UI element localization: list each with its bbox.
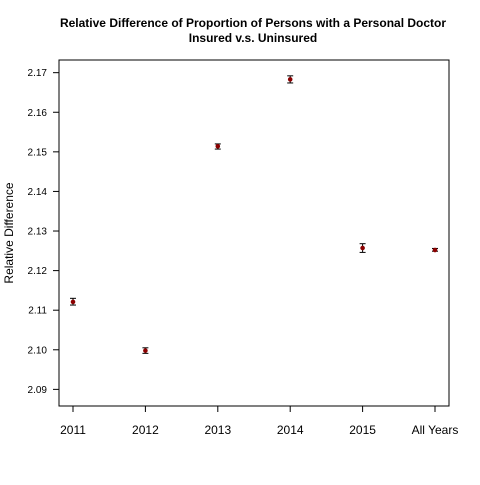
x-tick-label: 2014 [277, 423, 304, 437]
x-tick-label: 2011 [60, 423, 86, 437]
y-tick-label: 2.14 [28, 187, 48, 198]
plot-frame [58, 59, 450, 407]
x-tick-label: 2012 [132, 423, 159, 437]
y-tick-label: 2.13 [28, 227, 48, 238]
chart-subtitle: Insured v.s. Uninsured [189, 31, 317, 45]
x-tick-label: 2013 [204, 423, 231, 437]
y-tick-label: 2.11 [28, 306, 47, 317]
y-tick-label: 2.09 [28, 385, 48, 396]
y-tick-label: 2.17 [28, 68, 48, 79]
y-tick-label: 2.10 [28, 345, 48, 356]
y-axis: 2.09 2.10 2.11 2.12 2.13 2.14 2.15 2.16 2.17 [28, 68, 59, 396]
y-tick-label: 2.16 [28, 108, 48, 119]
data-point [287, 77, 293, 82]
x-axis: 2011 2012 2013 2014 2015 All Years [60, 406, 458, 437]
chart-title: Relative Difference of Proportion of Per… [60, 16, 446, 30]
data-point [143, 348, 148, 353]
x-tick-label: 2015 [349, 423, 376, 437]
data-point [215, 144, 221, 149]
data-point [70, 299, 76, 305]
data-series [70, 75, 438, 354]
y-tick-label: 2.15 [28, 147, 48, 158]
data-point [360, 245, 365, 251]
y-tick-label: 2.12 [28, 266, 48, 277]
x-tick-label: All Years [412, 423, 459, 437]
y-axis-label: Relative Difference [2, 182, 16, 283]
data-point [432, 247, 438, 253]
